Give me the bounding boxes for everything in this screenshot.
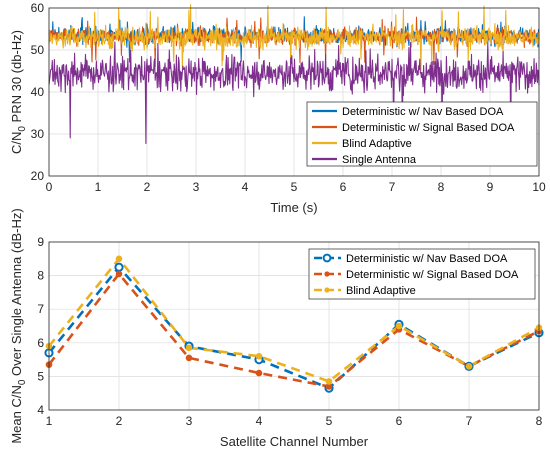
time-series-y-tick-label: 30 [31,127,45,141]
channel-mean-point [115,270,123,278]
channel-mean-y-tick-label: 6 [37,336,44,350]
channel-mean-lines [44,255,544,393]
time-series-y-ticks: 20 30 40 50 60 [31,1,45,183]
time-series-x-ticks: 0 1 2 3 4 5 6 7 8 9 10 [46,180,546,194]
time-series-legend-label: Deterministic w/ Signal Based DOA [342,122,515,134]
time-series-x-axis-label: Time (s) [270,200,317,215]
time-series-x-tick-label: 4 [242,180,249,194]
time-series-axes-box [48,7,540,177]
time-series-x-tick-label: 5 [291,180,298,194]
channel-mean-legend-label: Deterministic w/ Signal Based DOA [346,269,519,281]
channel-mean-legend-box [308,248,536,300]
channel-mean-x-tick-label: 8 [536,414,543,428]
channel-mean-legend-label: Blind Adaptive [346,285,416,297]
time-series-x-tick-label: 3 [193,180,200,194]
time-series-legend-label: Blind Adaptive [342,138,412,150]
channel-mean-y-axis-label: Mean C/N0 Over Single Antenna (dB-Hz) [9,208,28,443]
channel-mean-legend-marker [322,253,332,263]
time-series-x-tick-label: 7 [389,180,396,194]
time-series-x-tick-label: 0 [46,180,53,194]
time-series-x-tick-label: 1 [95,180,102,194]
time-series-legend: Deterministic w/ Nav Based DOA Determinis… [306,101,538,167]
time-series-chart: 0 1 2 3 4 5 6 7 8 9 10 20 30 40 50 60 Time (s) C/N0 PR… [9,1,546,215]
channel-mean-y-tick-label: 7 [37,302,44,316]
channel-mean-x-tick-label: 7 [466,414,473,428]
time-series-y-tick-label: 50 [31,43,45,57]
channel-mean-y-tick-label: 4 [37,403,44,417]
time-series-y-axis-label: C/N0 PRN 30 (db-Hz) [9,30,28,154]
time-series-lines [48,4,540,145]
channel-mean-chart: 1 2 3 4 5 6 7 8 4 5 6 7 8 9 Satellite Channel Number… [9,208,544,449]
time-series-legend-label: Deterministic w/ Nav Based DOA [342,106,504,118]
channel-mean-point [325,378,333,385]
channel-mean-axes-box [48,241,540,411]
channel-mean-point [255,369,263,377]
channel-mean-point [114,262,124,272]
channel-mean-line-2 [47,271,540,388]
channel-mean-legend-marker [324,271,330,277]
channel-mean-point [115,255,123,263]
time-series-legend-box [306,101,538,167]
channel-mean-point [255,352,263,360]
channel-mean-y-tick-label: 8 [37,269,44,283]
channel-mean-x-tick-label: 5 [326,414,333,428]
channel-mean-y-tick-label: 5 [37,369,44,383]
time-series-x-tick-label: 8 [438,180,445,194]
channel-mean-legend-marker [324,287,330,293]
channel-mean-legend-label: Deterministic w/ Nav Based DOA [346,253,508,265]
time-series-y-tick-label: 20 [31,169,45,183]
time-series-x-tick-label: 6 [340,180,347,194]
channel-mean-x-tick-label: 4 [256,414,263,428]
channel-mean-point [185,354,193,362]
time-series-x-tick-label: 10 [532,180,546,194]
time-series-legend-label: Single Antenna [342,154,417,166]
channel-mean-y-tick-label: 9 [37,235,44,249]
time-series-line-4 [48,41,540,145]
channel-mean-point [395,322,403,330]
channel-mean-x-axis-label: Satellite Channel Number [220,434,369,449]
time-series-x-tick-label: 9 [487,180,494,194]
time-series-y-tick-label: 60 [31,1,45,15]
channel-mean-point [465,363,473,370]
channel-mean-point [185,344,193,352]
time-series-y-tick-label: 40 [31,85,45,99]
channel-mean-legend: Deterministic w/ Nav Based DOA Determinis… [308,248,536,300]
channel-mean-y-ticks: 4 5 6 7 8 9 [37,235,44,417]
channel-mean-line-3 [47,256,540,383]
time-series-line-3 [48,4,540,72]
time-series-x-tick-label: 2 [144,180,151,194]
channel-mean-x-tick-label: 3 [186,414,193,428]
channel-mean-x-tick-label: 6 [396,414,403,428]
channel-mean-x-tick-label: 2 [116,414,123,428]
channel-mean-x-tick-label: 1 [46,414,53,428]
channel-mean-x-ticks: 1 2 3 4 5 6 7 8 [46,414,543,428]
